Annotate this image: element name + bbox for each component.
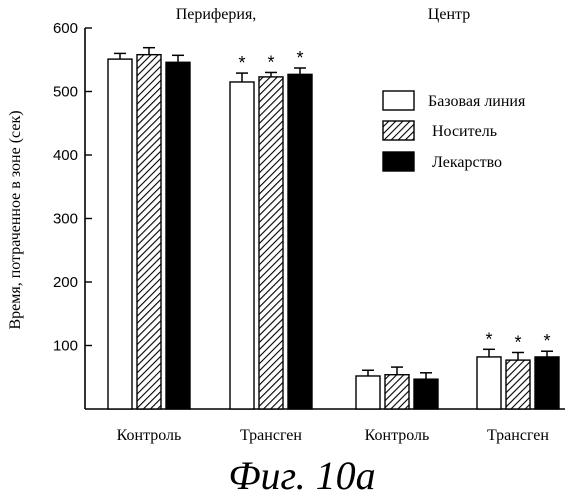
significance-asterisk: *: [485, 329, 492, 349]
bar-hatched: [259, 77, 283, 409]
legend-swatch-hatched: [383, 121, 414, 140]
figure-caption: Фиг. 10а: [228, 453, 375, 498]
bar-white: [108, 59, 132, 409]
y-tick-label: 500: [53, 84, 78, 101]
category-labels: Контроль Трансген Контроль Трансген: [117, 427, 550, 444]
bar-white: [230, 82, 254, 409]
category-label: Контроль: [117, 427, 182, 444]
bar-black: [288, 74, 312, 409]
significance-asterisk: *: [267, 52, 274, 72]
group-titles: Периферия, Центр: [176, 6, 471, 23]
legend-label: Носитель: [432, 123, 497, 140]
y-ticks: 100 200 300 400 500 600: [53, 20, 92, 355]
bar-white: [356, 376, 380, 409]
bar-black: [166, 62, 190, 409]
significance-asterisk: *: [514, 332, 521, 352]
legend-label: Лекарство: [432, 154, 502, 171]
y-tick-label: 200: [53, 274, 78, 291]
significance-asterisk: *: [296, 48, 303, 68]
bar-white: [477, 357, 501, 409]
y-tick-label: 300: [53, 211, 78, 228]
category-label: Трансген: [487, 427, 549, 444]
group-title: Центр: [428, 6, 470, 23]
y-tick-label: 400: [53, 147, 78, 164]
y-tick-label: 100: [53, 338, 78, 355]
significance-asterisk: *: [543, 331, 550, 351]
legend: Базовая линия Носитель Лекарство: [383, 91, 526, 171]
legend-swatch-black: [383, 152, 414, 171]
category-label: Контроль: [365, 427, 430, 444]
legend-label: Базовая линия: [428, 93, 526, 110]
legend-swatch-white: [383, 91, 414, 110]
bar-hatched: [506, 360, 530, 409]
bar-hatched: [385, 375, 409, 409]
significance-asterisk: *: [238, 53, 245, 73]
bar-black: [535, 357, 559, 409]
y-tick-label: 600: [53, 20, 78, 37]
y-axis-label: Время, потраченное в зоне (сек): [7, 110, 24, 329]
bar-hatched: [137, 55, 161, 409]
category-label: Трансген: [240, 427, 302, 444]
bar-black: [414, 379, 438, 409]
group-title: Периферия,: [176, 6, 257, 23]
